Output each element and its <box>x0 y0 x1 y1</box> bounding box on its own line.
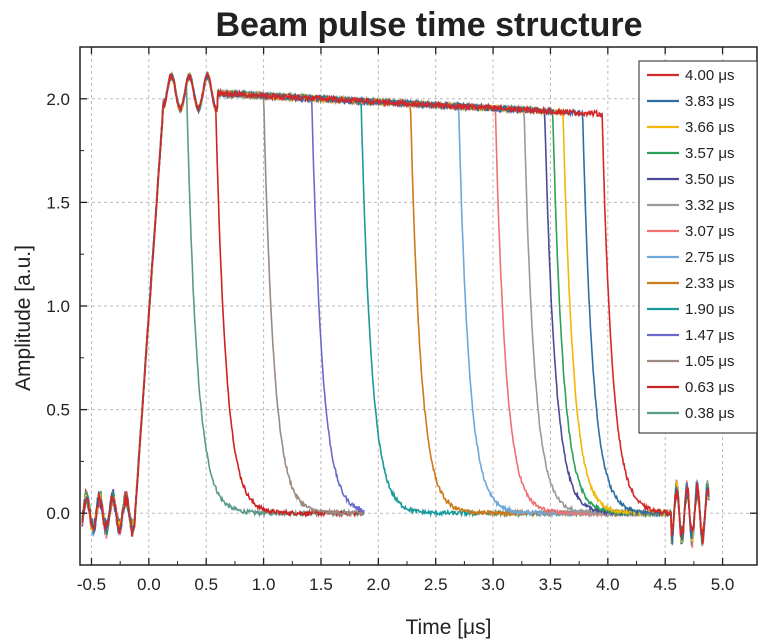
series-line-2-33 <box>81 71 710 544</box>
legend-label: 1.47 μs <box>685 327 735 344</box>
x-tick-label: 2.5 <box>424 575 448 594</box>
y-tick-label: 2.0 <box>46 90 70 109</box>
legend-label: 2.33 μs <box>685 275 735 292</box>
series-line-3-83 <box>81 73 710 545</box>
y-tick-label: 0.0 <box>46 504 70 523</box>
legend-label: 2.75 μs <box>685 249 735 266</box>
legend-label: 4.00 μs <box>685 67 735 84</box>
x-tick-label: 3.0 <box>481 575 505 594</box>
series-line-3-57 <box>81 71 710 544</box>
x-tick-label: 1.5 <box>309 575 333 594</box>
legend-label: 3.83 μs <box>685 93 735 110</box>
x-tick-label: -0.5 <box>77 575 106 594</box>
x-axis-label: Time [μs] <box>406 616 492 639</box>
series-line-1-90 <box>81 71 710 547</box>
legend-label: 3.07 μs <box>685 223 735 240</box>
legend-label: 0.63 μs <box>685 379 735 396</box>
series-line-3-32 <box>81 71 710 547</box>
series-line-3-50 <box>81 72 710 545</box>
x-tick-label: 3.5 <box>539 575 563 594</box>
legend-label: 1.90 μs <box>685 301 735 318</box>
legend-label: 1.05 μs <box>685 353 735 370</box>
legend-box <box>638 60 758 434</box>
x-tick-label: 0.0 <box>137 575 161 594</box>
series-line-2-75 <box>81 73 710 545</box>
series-line-4-00 <box>81 71 710 545</box>
legend-label: 3.57 μs <box>685 145 735 162</box>
legend-label: 3.66 μs <box>685 119 735 136</box>
series-line-0-63 <box>81 73 365 536</box>
y-tick-label: 1.5 <box>46 193 70 212</box>
x-tick-label: 0.5 <box>194 575 218 594</box>
x-tick-label: 1.0 <box>252 575 276 594</box>
y-tick-label: 1.0 <box>46 297 70 316</box>
x-tick-label: 4.5 <box>653 575 677 594</box>
plot-series <box>81 71 710 548</box>
legend-label: 3.32 μs <box>685 197 735 214</box>
axis-ticks: -0.5 0.0 0.5 1.0 1.5 2.0 2.5 3.0 3.5 4.0 4.5 5.0 0.0… <box>46 47 757 594</box>
y-axis-label: Amplitude [a.u.] <box>12 245 35 391</box>
legend-label: 0.38 μs <box>685 405 735 422</box>
y-tick-label: 0.5 <box>46 401 70 420</box>
series-line-3-07 <box>81 73 710 548</box>
legend-label: 3.50 μs <box>685 171 735 188</box>
series-line-3-66 <box>81 71 710 544</box>
x-tick-label: 5.0 <box>711 575 735 594</box>
x-tick-label: 2.0 <box>367 575 391 594</box>
legend: 4.00 μs 3.83 μs 3.66 μs 3.57 μs 3.50 μs 3.32 … <box>638 60 758 434</box>
chart-title: Beam pulse time structure <box>215 6 643 44</box>
x-tick-label: 4.0 <box>596 575 620 594</box>
